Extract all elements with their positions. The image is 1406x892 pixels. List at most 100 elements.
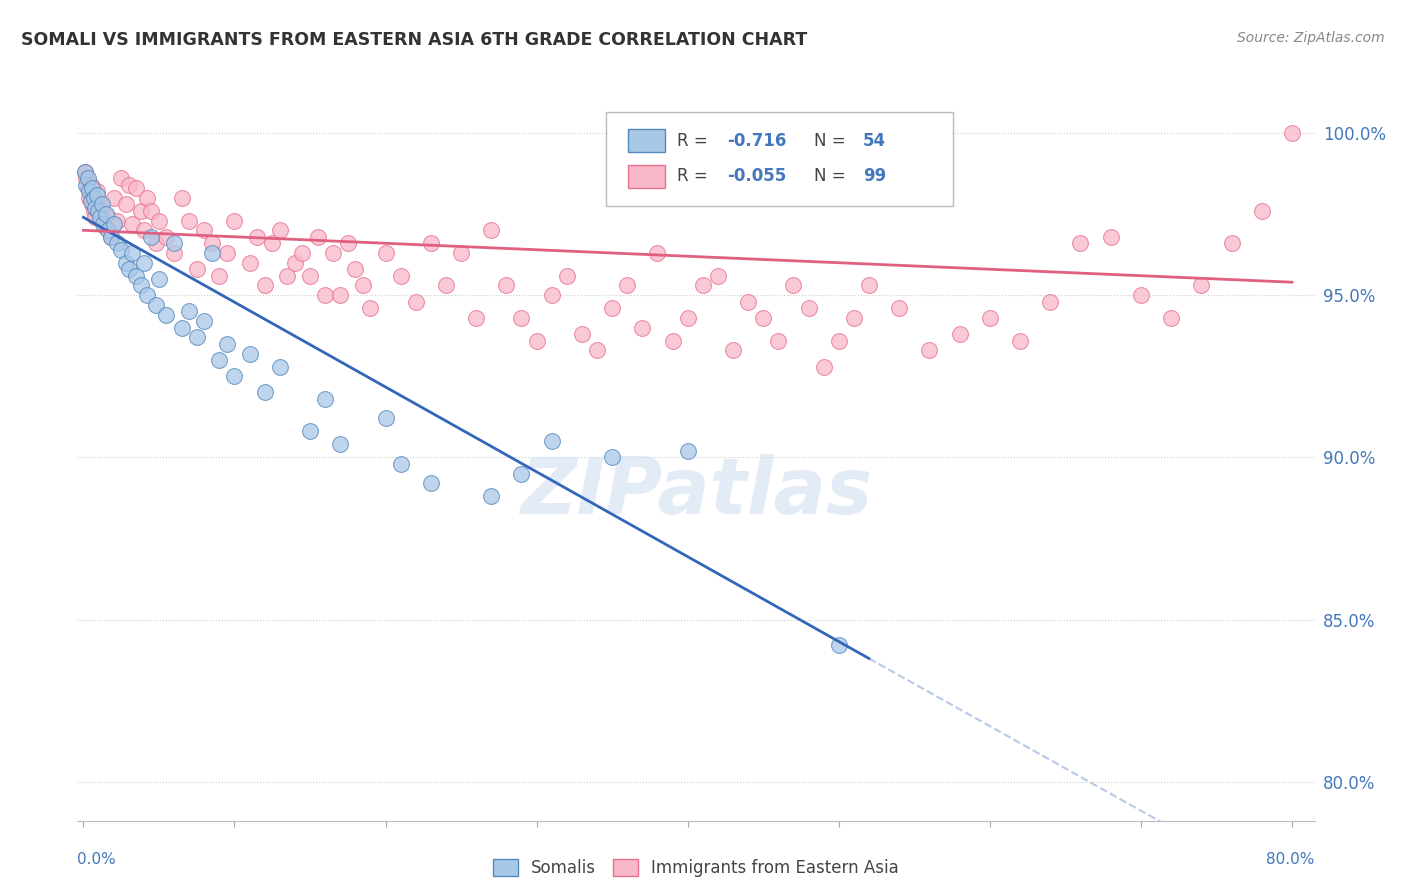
Text: -0.716: -0.716 [727,132,786,150]
Point [135,288,157,302]
Point [84,201,107,215]
Point [495,278,517,293]
Point [110,243,132,257]
Point [352,278,374,293]
Point [1069,236,1091,251]
Point [253,278,276,293]
Point [110,171,132,186]
Point [83,203,105,218]
Point [89,211,111,225]
Point [510,467,533,481]
Point [75,178,97,192]
Point [979,310,1001,325]
Point [75,171,97,186]
Text: SOMALI VS IMMIGRANTS FROM EASTERN ASIA 6TH GRADE CORRELATION CHART: SOMALI VS IMMIGRANTS FROM EASTERN ASIA 6… [21,31,807,49]
Point [73,165,96,179]
Point [948,327,970,342]
Point [797,301,820,315]
Point [1008,334,1031,348]
Text: N =: N = [814,168,851,186]
Point [1250,203,1272,218]
Point [208,268,231,283]
Point [80,178,103,192]
Point [224,213,246,227]
Point [193,314,215,328]
Point [262,236,284,251]
Point [782,278,804,293]
Point [450,246,472,260]
Point [336,236,359,251]
Point [246,229,269,244]
Point [291,246,314,260]
Point [314,288,336,302]
Point [555,268,578,283]
Point [344,262,367,277]
Point [752,310,775,325]
Point [540,288,562,302]
Bar [628,129,665,152]
Point [676,310,699,325]
Point [87,197,110,211]
Point [208,353,231,368]
Point [889,301,911,315]
Point [129,203,152,218]
Point [707,268,730,283]
Point [768,334,790,348]
Text: 0.0%: 0.0% [77,852,117,867]
Point [215,336,238,351]
Point [163,246,186,260]
Point [103,191,125,205]
Point [100,229,122,244]
Point [155,229,177,244]
Point [121,246,143,260]
Point [828,639,851,653]
Point [359,301,381,315]
Point [155,308,177,322]
Point [84,211,107,225]
Text: ZIPatlas: ZIPatlas [520,454,872,531]
Point [96,211,118,225]
Text: 99: 99 [863,168,886,186]
Point [148,213,170,227]
Point [616,278,638,293]
Point [90,197,112,211]
Legend: Somalis, Immigrants from Eastern Asia: Somalis, Immigrants from Eastern Asia [486,852,905,884]
Point [842,310,865,325]
Point [94,207,117,221]
Point [79,185,101,199]
Point [600,301,623,315]
Point [389,268,412,283]
Point [79,191,101,205]
Point [1160,310,1182,325]
Point [105,236,128,251]
Point [374,246,396,260]
Point [83,191,105,205]
Point [86,185,108,199]
Point [737,294,759,309]
Point [125,268,148,283]
Point [86,187,108,202]
Point [100,229,122,244]
Point [465,310,488,325]
Point [103,217,125,231]
Point [298,268,321,283]
Point [91,217,114,231]
Point [129,278,152,293]
Point [80,194,103,208]
Point [1129,288,1152,302]
Text: 80.0%: 80.0% [1267,852,1315,867]
Point [77,181,100,195]
Text: 54: 54 [863,132,886,150]
Point [96,223,118,237]
Point [322,246,344,260]
Text: R =: R = [678,168,713,186]
Text: R =: R = [678,132,713,150]
Point [141,229,163,244]
Point [405,294,427,309]
Point [374,411,396,425]
Point [201,236,224,251]
Point [329,437,352,451]
Text: N =: N = [814,132,851,150]
Point [510,310,533,325]
Point [170,191,193,205]
